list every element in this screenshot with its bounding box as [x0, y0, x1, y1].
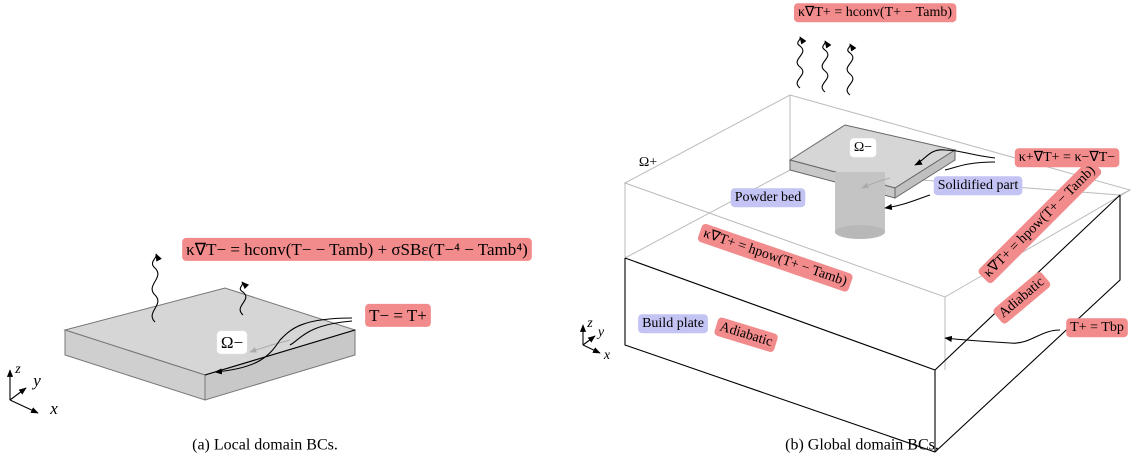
label-background [993, 272, 1051, 324]
caption: (b) Global domain BCs. [785, 437, 939, 454]
domain-label: Ω− [221, 333, 243, 352]
bc-label: κ∇T+ = hpow(T+ − Tamb) [701, 226, 849, 289]
label-background [216, 330, 248, 354]
bc-label: κ+∇T+ = κ−∇T− [1019, 150, 1116, 165]
local-slab [63, 287, 357, 401]
label-background [933, 176, 1023, 196]
region-label: Powder bed [735, 190, 802, 205]
label-background [365, 303, 431, 327]
bc-label: κ∇T− = hconv(T− − Tamb) + σSBε(T−⁴ − Tam… [186, 240, 528, 259]
label-background [730, 188, 806, 208]
axis-label: y [31, 371, 41, 390]
axes-global [579, 324, 601, 354]
region-label: Build plate [642, 316, 704, 331]
label-background [849, 138, 877, 158]
pointer [214, 317, 353, 375]
heat-flux [239, 281, 250, 316]
pointer [289, 320, 353, 346]
axes-local [6, 369, 39, 414]
domain-label: Ω− [854, 140, 872, 155]
region-label: Solidified part [938, 178, 1019, 193]
pointer [944, 161, 996, 171]
label-background [1066, 318, 1128, 338]
bc-label: Adiabatic [718, 320, 774, 350]
bc-label: Adiabatic [996, 275, 1047, 321]
pointer [914, 149, 996, 166]
bc-label: κ∇T+ = hconv(T+ − Tamb) [798, 5, 952, 20]
domain-label: Ω+ [639, 155, 657, 170]
axis-label: x [603, 348, 611, 363]
axis-label: z [14, 362, 21, 377]
axis-label: x [49, 399, 58, 418]
pointer [944, 329, 1061, 344]
caption: (a) Local domain BCs. [192, 437, 338, 454]
bc-label: T− = T+ [369, 306, 427, 325]
label-background [638, 314, 708, 334]
heat-flux [821, 40, 832, 93]
label-background [978, 160, 1102, 284]
heat-flux [151, 253, 162, 323]
heat-flux [796, 36, 807, 89]
pointer [884, 194, 931, 211]
bc-label: T+ = Tbp [1070, 320, 1124, 335]
label-background [714, 317, 778, 352]
label-background [182, 237, 532, 261]
heat-flux [846, 43, 857, 96]
axis-label: y [596, 325, 605, 340]
label-background [697, 223, 853, 292]
label-background [793, 3, 957, 23]
global-box [623, 94, 1132, 453]
axis-label: z [586, 316, 593, 331]
